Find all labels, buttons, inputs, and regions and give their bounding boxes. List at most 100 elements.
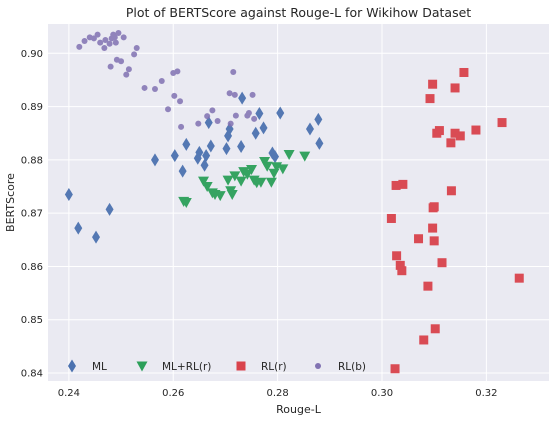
- x-tick-label: 0.26: [162, 388, 184, 399]
- data-point: [178, 164, 187, 178]
- data-point: [392, 251, 402, 261]
- data-point: [97, 39, 104, 46]
- data-point: [397, 266, 407, 276]
- data-point: [237, 140, 246, 154]
- data-points: [64, 30, 524, 374]
- data-point: [455, 131, 465, 141]
- data-point: [299, 151, 311, 162]
- data-point: [94, 31, 101, 38]
- data-point: [101, 44, 108, 51]
- y-tick-label: 0.89: [21, 102, 43, 113]
- data-point: [429, 202, 439, 212]
- data-point: [391, 180, 401, 190]
- data-point: [177, 98, 184, 105]
- data-point: [251, 115, 258, 122]
- legend: ML ML+RL(r) RL(r) RL(b): [68, 359, 366, 373]
- data-point: [90, 35, 97, 42]
- data-point: [450, 128, 460, 138]
- data-point: [283, 150, 295, 161]
- data-point: [238, 91, 247, 105]
- data-point: [102, 36, 109, 43]
- data-point: [251, 126, 260, 140]
- data-point: [249, 91, 256, 98]
- legend-item: RL(r): [236, 361, 287, 373]
- legend-marker: [136, 361, 148, 372]
- data-point: [261, 161, 273, 172]
- grid-lines: [48, 24, 549, 381]
- data-point: [131, 51, 138, 58]
- legend-label: RL(b): [338, 361, 366, 373]
- data-point: [64, 188, 73, 202]
- data-point: [497, 118, 507, 128]
- series-ml: [64, 91, 324, 244]
- data-point: [150, 153, 159, 167]
- data-point: [437, 258, 447, 268]
- legend-label: RL(r): [261, 361, 287, 373]
- x-tick-label: 0.30: [371, 388, 393, 399]
- data-point: [214, 117, 221, 124]
- data-point: [158, 78, 165, 85]
- data-point: [170, 149, 179, 163]
- data-point: [395, 260, 405, 270]
- data-point: [214, 191, 226, 202]
- data-point: [315, 136, 324, 150]
- data-point: [125, 66, 132, 73]
- data-point: [459, 67, 469, 77]
- data-point: [446, 186, 456, 196]
- data-point: [276, 106, 285, 120]
- x-tick-label: 0.28: [266, 388, 288, 399]
- plot-area: [48, 24, 549, 381]
- series-rl-r-: [386, 67, 524, 374]
- y-tick-label: 0.87: [21, 209, 43, 220]
- data-point: [74, 221, 83, 235]
- data-point: [204, 116, 213, 130]
- data-point: [271, 150, 280, 164]
- data-point: [265, 177, 277, 188]
- data-point: [471, 125, 481, 135]
- data-point: [81, 38, 88, 45]
- data-point: [209, 107, 216, 114]
- data-point: [514, 273, 524, 283]
- data-point: [229, 171, 241, 182]
- data-point: [428, 223, 438, 233]
- data-point: [222, 142, 231, 156]
- data-point: [92, 230, 101, 244]
- data-point: [232, 112, 239, 119]
- legend-item: ML+RL(r): [136, 361, 211, 373]
- data-point: [141, 84, 148, 91]
- data-point: [226, 90, 233, 97]
- data-point: [259, 121, 268, 135]
- series-rl-b-: [76, 30, 258, 130]
- data-point: [450, 83, 460, 93]
- data-point: [386, 213, 396, 223]
- data-point: [430, 324, 440, 334]
- data-point: [106, 40, 113, 47]
- data-point: [227, 120, 234, 127]
- data-point: [115, 30, 122, 37]
- data-point: [195, 145, 204, 159]
- data-point: [255, 107, 264, 121]
- data-point: [201, 182, 213, 193]
- data-point: [202, 149, 211, 163]
- data-point: [200, 158, 209, 172]
- y-tick-label: 0.88: [21, 155, 43, 166]
- x-tick-label: 0.32: [475, 388, 497, 399]
- legend-marker: [236, 361, 246, 371]
- data-point: [314, 112, 323, 126]
- y-axis-label: BERTScore: [4, 173, 17, 232]
- data-point: [174, 68, 181, 75]
- data-point: [255, 177, 267, 188]
- series-ml-rl-r-: [178, 150, 311, 208]
- data-point: [206, 139, 215, 153]
- data-point: [230, 68, 237, 75]
- data-point: [231, 91, 238, 98]
- y-tick-label: 0.85: [21, 315, 43, 326]
- data-point: [246, 164, 258, 175]
- data-point: [123, 71, 130, 78]
- data-point: [204, 113, 211, 120]
- data-point: [398, 179, 408, 189]
- data-point: [428, 79, 438, 89]
- data-point: [277, 164, 289, 175]
- y-tick-label: 0.86: [21, 262, 43, 273]
- legend-marker: [68, 359, 76, 373]
